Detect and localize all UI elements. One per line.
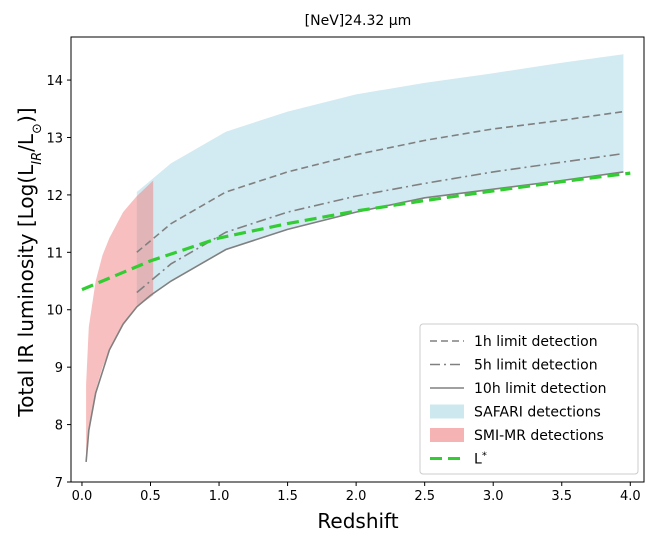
x-tick-label: 2.0 xyxy=(346,489,367,504)
x-tick-label: 1.0 xyxy=(209,489,230,504)
y-axis-label: Total IR luminosity [Log(LIR/L⊙)] xyxy=(14,107,45,417)
y-tick-label: 11 xyxy=(46,246,63,261)
x-tick-label: 2.5 xyxy=(414,489,435,504)
x-tick-label: 0.0 xyxy=(72,489,93,504)
line-5h-limit-detection xyxy=(136,152,624,294)
legend-label: L* xyxy=(474,450,487,468)
legend-label: SMI-MR detections xyxy=(474,428,604,444)
band-safari-detections xyxy=(136,54,624,307)
x-tick-label: 3.0 xyxy=(483,489,504,504)
x-tick-label: 3.5 xyxy=(551,489,572,504)
legend-swatch xyxy=(430,404,464,419)
x-tick-label: 4.0 xyxy=(620,489,641,504)
legend-label: 5h limit detection xyxy=(474,358,598,374)
legend-label: SAFARI detections xyxy=(474,405,601,421)
chart-title: [NeV]24.32 μm xyxy=(305,13,412,29)
y-tick-label: 10 xyxy=(46,304,63,319)
y-tick-label: 14 xyxy=(46,74,63,89)
y-tick-label: 12 xyxy=(46,189,63,204)
x-tick-label: 1.5 xyxy=(277,489,298,504)
line-10h-limit-detection xyxy=(85,171,624,462)
legend-swatch xyxy=(430,428,464,442)
y-tick-label: 8 xyxy=(55,419,63,434)
plot-frame xyxy=(70,36,645,483)
legend-box xyxy=(419,323,639,475)
band-smi-mr-detections xyxy=(86,180,154,459)
x-axis-label: Redshift xyxy=(317,509,398,533)
y-tick-label: 7 xyxy=(55,476,63,491)
legend-label: 1h limit detection xyxy=(474,334,598,350)
y-tick-label: 9 xyxy=(55,361,63,376)
x-tick-label: 0.5 xyxy=(140,489,161,504)
line-l xyxy=(81,171,631,292)
line-1h-limit-detection xyxy=(136,110,624,253)
legend-label: 10h limit detection xyxy=(474,381,607,397)
y-tick-label: 13 xyxy=(46,131,63,146)
